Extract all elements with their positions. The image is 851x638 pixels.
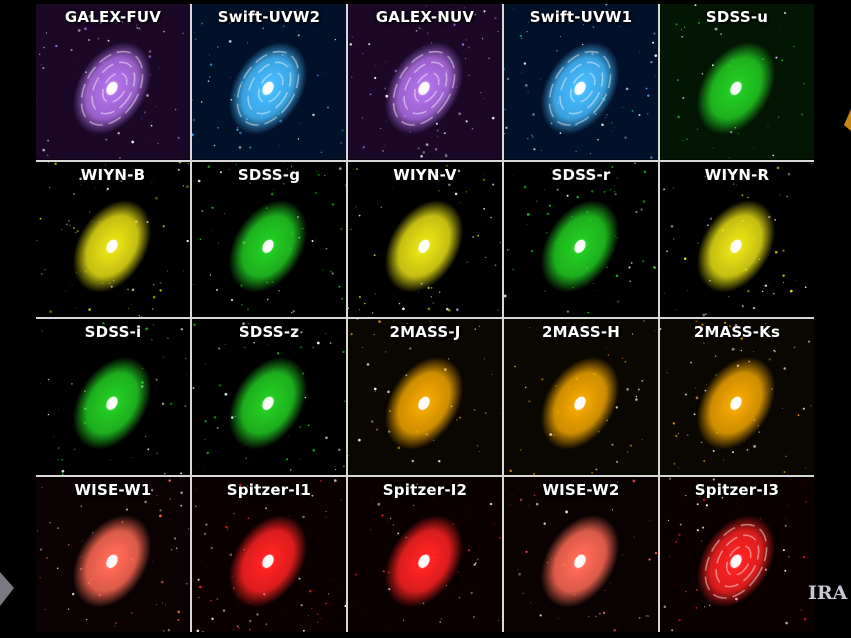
galaxy-panel: WIYN-B <box>36 161 190 317</box>
galaxy-image <box>504 161 658 317</box>
panel-label: WISE-W1 <box>74 480 152 499</box>
galaxy-image <box>660 161 814 317</box>
galaxy-panel: WIYN-V <box>348 161 502 317</box>
panel-label: SDSS-u <box>705 8 769 26</box>
galaxy-panel: SDSS-u <box>660 4 814 160</box>
panel-label: 2MASS-J <box>389 323 461 341</box>
galaxy-image <box>192 319 346 475</box>
panel-grid: GALEX-FUV Swift-UVW2 GALEX-NUV Swift-UVW1 SD… <box>36 4 814 632</box>
galaxy-panel: Swift-UVW1 <box>504 4 658 160</box>
galaxy-image <box>504 476 658 632</box>
galaxy-panel: SDSS-i <box>36 319 190 475</box>
panel-label: WIYN-V <box>393 165 457 184</box>
galaxy-image <box>36 4 190 160</box>
galaxy-image <box>660 4 814 160</box>
panel-label: Spitzer-I2 <box>382 480 468 499</box>
galaxy-image <box>36 476 190 632</box>
galaxy-image <box>192 4 346 160</box>
galaxy-image <box>192 476 346 632</box>
galaxy-panel: WISE-W2 <box>504 476 658 632</box>
galaxy-panel: Spitzer-I1 <box>192 476 346 632</box>
galaxy-panel: SDSS-z <box>192 319 346 475</box>
galaxy-image <box>348 161 502 317</box>
galaxy-panel: 2MASS-Ks <box>660 319 814 475</box>
galaxy-panel: 2MASS-H <box>504 319 658 475</box>
panel-label: 2MASS-H <box>541 323 621 341</box>
panel-label: SDSS-z <box>238 323 300 341</box>
galaxy-panel: SDSS-r <box>504 161 658 317</box>
corner-text: IRA <box>808 582 848 604</box>
panel-label: SDSS-i <box>84 323 142 341</box>
galaxy-panel: WIYN-R <box>660 161 814 317</box>
panel-label: SDSS-g <box>237 165 301 184</box>
panel-label: GALEX-FUV <box>64 8 162 26</box>
panel-label: Swift-UVW2 <box>217 8 321 26</box>
galaxy-image <box>36 319 190 475</box>
galaxy-panel: GALEX-NUV <box>348 4 502 160</box>
panel-label: Spitzer-I1 <box>226 480 312 499</box>
panel-label: WIYN-B <box>80 165 146 184</box>
galaxy-panel: GALEX-FUV <box>36 4 190 160</box>
panel-label: SDSS-r <box>551 165 611 184</box>
galaxy-image <box>36 161 190 317</box>
galaxy-image <box>504 319 658 475</box>
panel-label: WISE-W2 <box>542 480 620 499</box>
galaxy-panel: WISE-W1 <box>36 476 190 632</box>
galaxy-image <box>660 476 814 632</box>
galaxy-panel: 2MASS-J <box>348 319 502 475</box>
galaxy-panel: Spitzer-I2 <box>348 476 502 632</box>
panel-label: GALEX-NUV <box>375 8 475 26</box>
galaxy-image <box>504 4 658 160</box>
galaxy-image <box>348 476 502 632</box>
galaxy-image <box>348 4 502 160</box>
galaxy-image <box>348 319 502 475</box>
panel-label: Swift-UVW1 <box>529 8 633 26</box>
panel-label: WIYN-R <box>704 165 770 184</box>
galaxy-image <box>192 161 346 317</box>
galaxy-panel: Spitzer-I3 <box>660 476 814 632</box>
panel-label: 2MASS-Ks <box>693 323 781 341</box>
galaxy-panel: SDSS-g <box>192 161 346 317</box>
galaxy-panel: Swift-UVW2 <box>192 4 346 160</box>
galaxy-image <box>660 319 814 475</box>
panel-grid-inner: GALEX-FUV Swift-UVW2 GALEX-NUV Swift-UVW1 SD… <box>36 4 814 632</box>
arrow-shape-icon <box>0 572 14 606</box>
panel-label: Spitzer-I3 <box>694 480 780 499</box>
arrow-shape-icon <box>844 109 851 131</box>
